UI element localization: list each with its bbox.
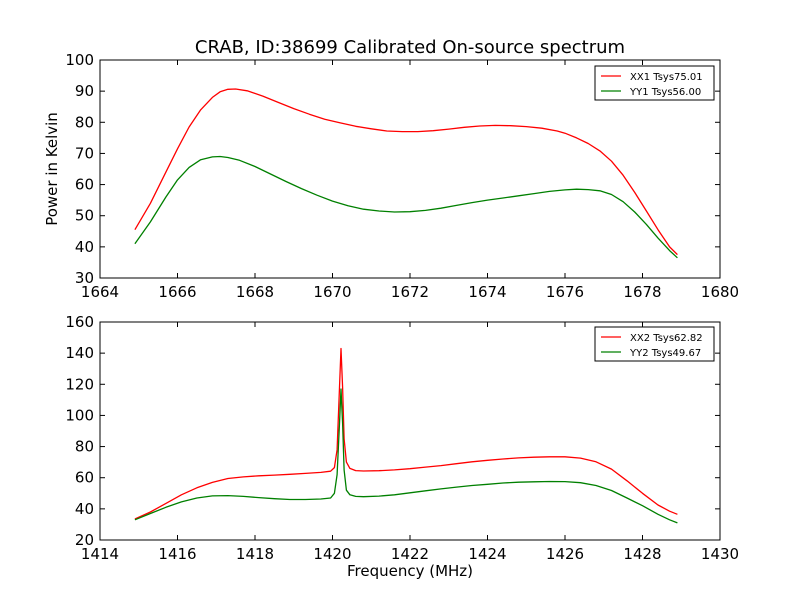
x-tick-label: 1680 [701,283,739,301]
y-tick-label: 100 [65,406,94,424]
y-tick-label: 120 [65,375,94,393]
x-tick-label: 1424 [468,545,506,563]
bottom-panel-xlabel: Frequency (MHz) [347,562,473,580]
y-tick-label: 40 [75,238,94,256]
x-tick-label: 1666 [158,283,196,301]
x-tick-label: 1668 [236,283,274,301]
x-tick-label: 1678 [623,283,661,301]
legend-box [594,65,715,101]
y-tick-label: 90 [75,82,94,100]
top-panel: 1664 1666 1668 1670 1672 1674 1676 1678 1680 30 4… [43,51,739,301]
y-tick-label: 40 [75,500,94,518]
legend-label-yy1: YY1 Tsys56.00 [629,87,701,98]
x-tick-label: 1422 [391,545,429,563]
legend-box [594,326,715,362]
y-tick-label: 140 [65,344,94,362]
legend-label-yy2: YY2 Tsys49.67 [629,348,701,359]
y-tick-label: 80 [75,438,94,456]
bottom-panel-series [134,347,678,524]
series-line-xx1 [134,88,678,256]
x-tick-label: 1664 [81,283,119,301]
x-tick-label: 1670 [313,283,351,301]
y-tick-label: 100 [65,51,94,69]
bottom-panel-legend: XX2 Tsys62.82 YY2 Tsys49.67 [594,326,715,362]
y-tick-label: 30 [75,269,94,287]
bottom-panel-yticks: 20 40 60 80 100 120 140 160 [65,313,720,549]
x-tick-label: 1430 [701,545,739,563]
bottom-panel: 1414 1416 1418 1420 1422 1424 1426 1428 1430 20 4… [65,313,739,580]
y-tick-label: 70 [75,144,94,162]
chart-title: CRAB, ID:38699 Calibrated On-source spec… [195,37,625,58]
legend-label-xx1: XX1 Tsys75.01 [630,72,703,83]
x-tick-label: 1416 [158,545,196,563]
x-tick-label: 1426 [546,545,584,563]
top-panel-ylabel: Power in Kelvin [43,112,61,226]
top-panel-legend: XX1 Tsys75.01 YY1 Tsys56.00 [594,65,715,101]
y-tick-label: 60 [75,176,94,194]
x-tick-label: 1676 [546,283,584,301]
bottom-panel-xticks: 1414 1416 1418 1420 1422 1424 1426 1428 1430 [81,322,739,563]
top-panel-xticks: 1664 1666 1668 1670 1672 1674 1676 1678 1680 [81,60,739,301]
y-tick-label: 80 [75,113,94,131]
top-panel-series [134,88,678,259]
x-tick-label: 1420 [313,545,351,563]
series-line-yy1 [134,155,678,259]
y-tick-label: 20 [75,531,94,549]
y-tick-label: 60 [75,469,94,487]
x-tick-label: 1674 [468,283,506,301]
x-tick-label: 1414 [81,545,119,563]
y-tick-label: 50 [75,207,94,225]
y-tick-label: 160 [65,313,94,331]
legend-label-xx2: XX2 Tsys62.82 [630,333,703,344]
series-line-yy2 [134,388,678,524]
x-tick-label: 1428 [623,545,661,563]
series-line-xx2 [134,347,678,520]
x-tick-label: 1672 [391,283,429,301]
top-panel-yticks: 30 40 50 60 70 80 90 100 [65,51,720,287]
x-tick-label: 1418 [236,545,274,563]
